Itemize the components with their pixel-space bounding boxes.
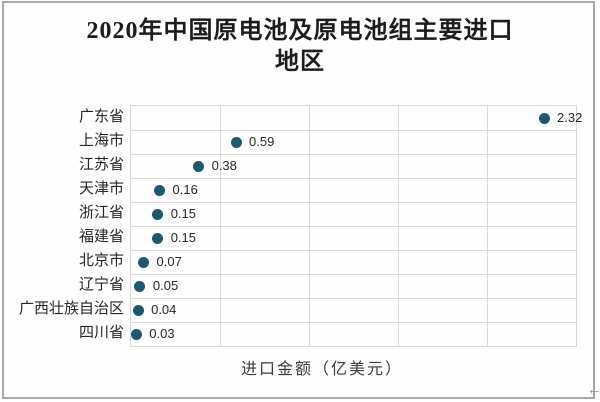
data-point-dot [130, 328, 142, 340]
category-label: 北京市 [78, 252, 124, 269]
plot-area: 2.32 0.59 0.38 0.16 0.15 0.15 0.07 0.05 0.04 0.03 [130, 105, 582, 347]
chart-frame-border [2, 1, 595, 399]
value-label: 0.59 [249, 134, 275, 149]
data-point-dot [193, 160, 205, 172]
value-label: 0.38 [211, 158, 237, 173]
data-point-dot [132, 304, 144, 316]
category-label: 辽宁省 [78, 276, 124, 293]
horizontal-gridline [131, 178, 576, 179]
data-point-dot [138, 256, 149, 268]
value-label: 0.16 [172, 182, 198, 197]
category-label: 天津市 [78, 180, 124, 197]
horizontal-gridline [131, 298, 576, 299]
category-label: 上海市 [78, 132, 124, 149]
category-label: 浙江省 [78, 204, 124, 221]
left-arrow-icon: ← [587, 381, 600, 398]
category-label: 四川省 [78, 324, 124, 341]
horizontal-gridline [131, 202, 576, 203]
horizontal-gridline [131, 250, 576, 251]
data-point-dot [134, 280, 146, 292]
data-point-dot [154, 184, 165, 196]
value-label: 0.04 [151, 302, 177, 317]
value-label: 0.07 [156, 254, 182, 269]
data-point-dot [538, 112, 550, 124]
value-label: 0.05 [152, 278, 179, 293]
data-point-dot [152, 232, 164, 244]
chart-title-line2: 地区 [275, 49, 325, 75]
horizontal-gridline [131, 130, 576, 131]
x-axis-label: 进口金额（亿美元） [240, 361, 404, 378]
value-label: 2.32 [557, 110, 583, 125]
category-label: 广西壮族自治区 [18, 300, 124, 317]
horizontal-gridline [131, 154, 576, 155]
horizontal-gridline [131, 226, 576, 227]
category-label: 广东省 [78, 108, 124, 125]
horizontal-gridline [131, 322, 576, 323]
chart-title: 2020年中国原电池及原电池组主要进口 地区 [0, 16, 600, 78]
chart-title-line1: 2020年中国原电池及原电池组主要进口 [86, 18, 514, 44]
data-point-dot [230, 136, 242, 148]
value-label: 0.03 [149, 326, 175, 341]
value-label: 0.15 [170, 206, 196, 221]
horizontal-gridline [131, 274, 576, 275]
category-label: 福建省 [78, 228, 124, 245]
value-label: 0.15 [170, 230, 196, 245]
category-label: 江苏省 [78, 156, 124, 173]
data-point-dot [152, 208, 164, 220]
